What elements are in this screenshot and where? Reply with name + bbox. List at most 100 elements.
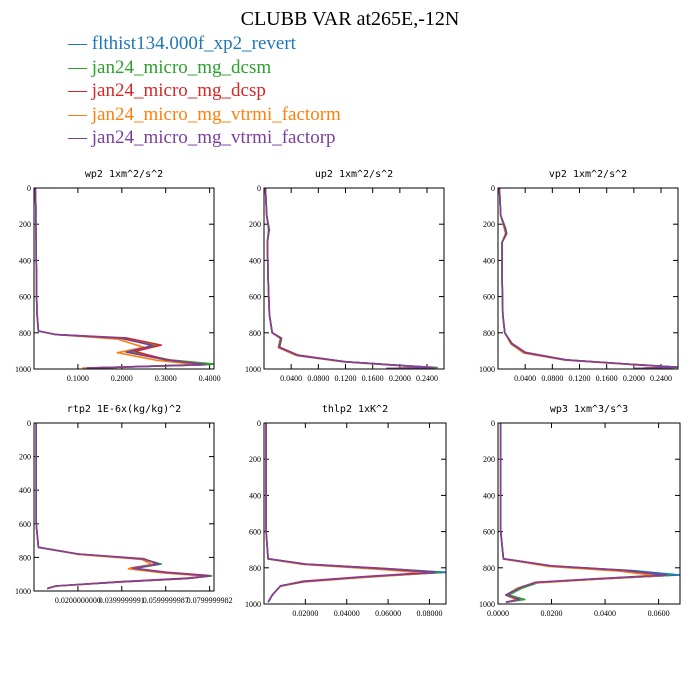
series-line xyxy=(34,188,202,369)
series-line xyxy=(264,188,435,369)
plot-frame xyxy=(263,187,445,370)
series-line xyxy=(498,188,676,369)
y-tick-label: 600 xyxy=(249,293,261,302)
series-line xyxy=(34,188,206,369)
chart-panel: vp2 1xm^2/s^2 0 200 400 600 800 1000 0.0400 0.08… xyxy=(479,169,679,383)
x-tick-label: 0.0599999987 xyxy=(143,596,189,605)
y-tick-label: 600 xyxy=(249,528,261,537)
x-tick-label: 0.04000 xyxy=(334,609,360,618)
legend-label: jan24_micro_mg_dcsp xyxy=(91,80,266,101)
series-line xyxy=(35,423,211,590)
y-tick-label: 800 xyxy=(249,564,261,573)
x-tick-label: 0.1000 xyxy=(67,374,89,383)
chart-title: wp2 1xm^2/s^2 xyxy=(85,169,163,180)
plot-frame xyxy=(497,187,679,370)
x-tick-label: 0.2400 xyxy=(650,374,672,383)
legend-label: jan24_micro_mg_vtrmi_factorm xyxy=(91,103,341,125)
y-tick-label: 0 xyxy=(257,184,261,193)
y-tick-label: 400 xyxy=(19,256,31,265)
series-line xyxy=(264,188,438,369)
x-tick-label: 0.1600 xyxy=(596,374,618,383)
y-tick-label: 200 xyxy=(19,220,31,229)
legend-label: jan24_micro_mg_vtrmi_factorp xyxy=(91,127,336,148)
chart-panel: rtp2 1E-6x(kg/kg)^2 0 200 400 600 800 1000 0.02… xyxy=(15,404,233,605)
legend-item: — jan24_micro_mg_dcsp xyxy=(68,80,266,101)
x-tick-label: 0.0399999991 xyxy=(99,596,145,605)
series-line xyxy=(265,423,446,603)
plot-frame xyxy=(263,422,447,605)
x-tick-label: 0.0400 xyxy=(514,374,536,383)
chart-title: rtp2 1E-6x(kg/kg)^2 xyxy=(67,404,181,415)
chart-panel: up2 1xm^2/s^2 0 200 400 600 800 1000 0.0400 0.08… xyxy=(245,169,445,383)
plot-frame xyxy=(33,187,215,370)
x-tick-label: 0.0600 xyxy=(648,609,670,618)
y-tick-label: 0 xyxy=(27,419,31,428)
chart-title: thlp2 1xK^2 xyxy=(322,404,388,415)
x-tick-label: 0.0200 xyxy=(541,609,563,618)
legend-label: flthist134.000f_xp2_revert xyxy=(91,33,296,54)
y-tick-label: 1000 xyxy=(479,600,495,609)
series-line xyxy=(498,188,678,369)
legend-item: — jan24_micro_mg_dcsm xyxy=(68,56,272,78)
y-tick-label: 1000 xyxy=(245,365,261,374)
y-tick-label: 600 xyxy=(19,293,31,302)
series-line xyxy=(35,423,209,590)
series-line xyxy=(35,423,213,590)
series-line xyxy=(498,188,677,369)
chart-title: up2 1xm^2/s^2 xyxy=(315,169,393,180)
series-line xyxy=(264,188,434,369)
series-line xyxy=(35,423,211,590)
x-tick-label: 0.0400 xyxy=(594,609,616,618)
y-tick-label: 1000 xyxy=(15,365,31,374)
y-tick-label: 400 xyxy=(483,491,495,500)
y-tick-label: 1000 xyxy=(15,587,31,596)
series-line xyxy=(35,423,211,590)
x-tick-label: 0.1600 xyxy=(362,374,384,383)
series-line xyxy=(499,423,660,603)
x-tick-label: 0.2000 xyxy=(623,374,645,383)
x-tick-label: 0.2000 xyxy=(111,374,133,383)
series-line xyxy=(34,188,206,369)
legend-item: — jan24_micro_mg_vtrmi_factorm xyxy=(68,103,341,125)
y-tick-label: 600 xyxy=(483,293,495,302)
legend-item: — flthist134.000f_xp2_revert xyxy=(68,33,296,54)
y-tick-label: 400 xyxy=(249,491,261,500)
legend-item: — jan24_micro_mg_vtrmi_factorp xyxy=(68,127,336,148)
y-tick-label: 0 xyxy=(491,184,495,193)
y-tick-label: 800 xyxy=(483,564,495,573)
x-tick-label: 0.0799999982 xyxy=(187,596,233,605)
chart-title: wp3 1xm^3/s^3 xyxy=(550,404,628,415)
y-tick-label: 200 xyxy=(483,455,495,464)
y-tick-label: 600 xyxy=(483,528,495,537)
chart-panel: thlp2 1xK^2 0 200 400 600 800 1000 0.02000 0.040… xyxy=(245,404,447,618)
series-line xyxy=(264,188,435,369)
x-tick-label: 0.1200 xyxy=(335,374,357,383)
x-tick-label: 0.2000 xyxy=(389,374,411,383)
series-line xyxy=(498,188,678,369)
y-tick-label: 400 xyxy=(483,256,495,265)
series-line xyxy=(499,423,668,603)
y-tick-label: 800 xyxy=(19,553,31,562)
y-tick-label: 1000 xyxy=(479,365,495,374)
legend: — flthist134.000f_xp2_revert — jan24_mic… xyxy=(68,32,341,150)
series-line xyxy=(498,188,676,369)
x-tick-label: 0.0800 xyxy=(541,374,563,383)
y-tick-label: 400 xyxy=(19,486,31,495)
y-tick-label: 200 xyxy=(249,220,261,229)
x-tick-label: 0.2400 xyxy=(416,374,438,383)
chart-title: vp2 1xm^2/s^2 xyxy=(549,169,627,180)
y-tick-label: 600 xyxy=(19,520,31,529)
x-tick-label: 0.0000 xyxy=(487,609,509,618)
x-tick-label: 0.0200000000 xyxy=(55,596,101,605)
y-tick-label: 0 xyxy=(27,184,31,193)
x-tick-label: 0.3000 xyxy=(155,374,177,383)
chart-panel: wp2 1xm^2/s^2 0 200 400 600 800 1000 0.1000 0.20… xyxy=(15,169,221,383)
y-tick-label: 0 xyxy=(257,419,261,428)
series-line xyxy=(265,423,441,603)
y-tick-label: 200 xyxy=(249,455,261,464)
y-tick-label: 800 xyxy=(249,329,261,338)
x-tick-label: 0.0400 xyxy=(280,374,302,383)
x-tick-label: 0.02000 xyxy=(292,609,318,618)
